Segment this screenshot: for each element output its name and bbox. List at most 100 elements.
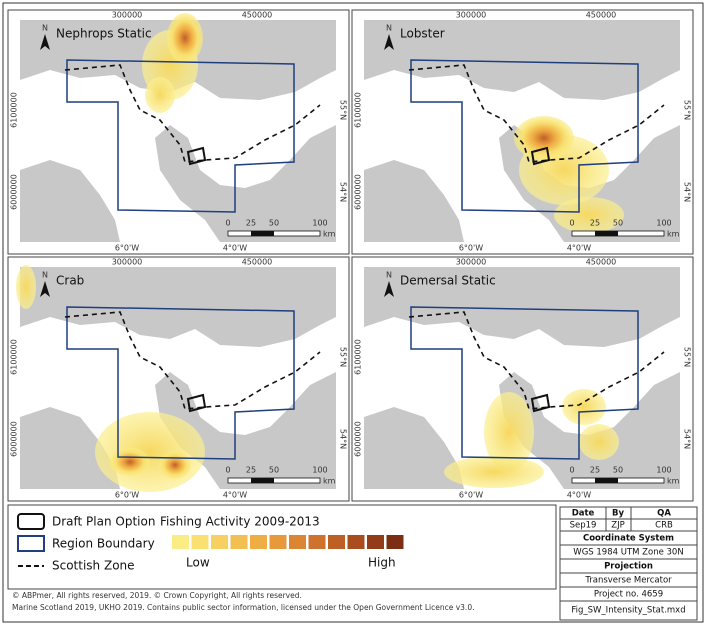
panel-title: Demersal Static bbox=[400, 274, 496, 288]
scale-label: 0 bbox=[569, 466, 574, 475]
draft-plan-option bbox=[186, 146, 207, 166]
top-tick: 450000 bbox=[242, 11, 273, 20]
heat-swatch bbox=[328, 535, 345, 549]
heat-low: Low bbox=[186, 556, 210, 570]
table-header: Date bbox=[572, 509, 595, 519]
heat-swatch bbox=[211, 535, 228, 549]
heat-swatch bbox=[269, 535, 287, 549]
map-panel: N Demersal Static 0 25 50 100 km 300000 450000 6°… bbox=[351, 256, 694, 502]
north-label: N bbox=[42, 24, 48, 33]
panel-title: Lobster bbox=[400, 27, 445, 41]
scale-label: 100 bbox=[312, 219, 327, 228]
land-ireland bbox=[364, 160, 464, 242]
heat-area bbox=[514, 116, 574, 160]
footer-text: Marine Scotland 2019, UKHO 2019. Contain… bbox=[12, 603, 474, 612]
scale-bar-fill bbox=[595, 231, 618, 236]
scale-label: 100 bbox=[656, 466, 671, 475]
heat-swatch bbox=[250, 535, 267, 549]
left-tick: 6100000 bbox=[354, 339, 363, 375]
panel-title: Nephrops Static bbox=[56, 27, 152, 41]
table-text: Fig_SW_Intensity_Stat.mxd bbox=[571, 606, 685, 616]
north-arrow bbox=[40, 34, 50, 50]
top-tick: 300000 bbox=[112, 11, 143, 20]
heat-area bbox=[554, 197, 624, 233]
heat-high: High bbox=[368, 556, 396, 570]
info-table bbox=[559, 506, 698, 621]
legend-box bbox=[7, 504, 557, 590]
north-label: N bbox=[42, 271, 48, 280]
top-tick: 300000 bbox=[456, 258, 487, 267]
scale-unit: km bbox=[323, 477, 336, 486]
top-tick: 300000 bbox=[456, 11, 487, 20]
legend-label: Draft Plan Option bbox=[52, 515, 155, 529]
left-tick: 6000000 bbox=[10, 421, 19, 457]
heat-area bbox=[159, 451, 191, 479]
land-ireland bbox=[364, 407, 464, 489]
panel-title: Crab bbox=[56, 274, 84, 288]
region-boundary bbox=[66, 59, 295, 213]
right-tick: 54°N bbox=[339, 182, 348, 202]
scale-label: 50 bbox=[269, 219, 279, 228]
heat-area bbox=[579, 424, 619, 460]
table-text: Projection bbox=[604, 562, 653, 572]
heat-area bbox=[167, 13, 203, 63]
scale-label: 25 bbox=[246, 466, 256, 475]
legend-label: Region Boundary bbox=[52, 537, 155, 551]
map-panel: N Nephrops Static 0 25 50 100 km 300000 450000 6°… bbox=[7, 9, 350, 255]
scale-label: 50 bbox=[269, 466, 279, 475]
right-tick: 55°N bbox=[683, 100, 692, 120]
scale-label: 50 bbox=[613, 219, 623, 228]
right-tick: 55°N bbox=[683, 347, 692, 367]
left-tick: 6100000 bbox=[10, 92, 19, 128]
table-text: Transverse Mercator bbox=[584, 576, 672, 586]
map: N Demersal Static 0 25 50 100 km bbox=[364, 267, 680, 489]
scale-bar-fill bbox=[251, 478, 274, 483]
heat-swatch bbox=[367, 535, 384, 549]
bottom-tick: 6°0'W bbox=[459, 244, 483, 253]
heat-swatch bbox=[172, 535, 189, 549]
heat-area bbox=[16, 265, 36, 309]
top-tick: 450000 bbox=[242, 258, 273, 267]
scale-bar-fill bbox=[251, 231, 274, 236]
right-tick: 54°N bbox=[683, 182, 692, 202]
region-boundary bbox=[410, 306, 639, 460]
bottom-tick: 4°0'W bbox=[567, 491, 591, 500]
scale-label: 25 bbox=[246, 219, 256, 228]
scale-unit: km bbox=[323, 230, 336, 239]
heat-swatch bbox=[289, 535, 306, 549]
legend-draft-swatch bbox=[17, 513, 45, 530]
heat-swatch bbox=[347, 535, 365, 549]
map: N Nephrops Static 0 25 50 100 km bbox=[20, 13, 336, 242]
draft-plan-option bbox=[530, 393, 551, 413]
draft-plan-option bbox=[530, 146, 551, 166]
table-header: QA bbox=[657, 509, 671, 519]
scale-unit: km bbox=[667, 230, 680, 239]
right-tick: 55°N bbox=[339, 100, 348, 120]
scale-bar-fill bbox=[595, 478, 618, 483]
bottom-tick: 6°0'W bbox=[115, 491, 139, 500]
table-header: By bbox=[612, 509, 624, 519]
right-tick: 54°N bbox=[339, 429, 348, 449]
heat-area bbox=[145, 77, 175, 113]
top-tick: 450000 bbox=[586, 258, 617, 267]
legend-label: Scottish Zone bbox=[52, 559, 135, 573]
heat-area bbox=[110, 448, 150, 476]
top-tick: 450000 bbox=[586, 11, 617, 20]
map-panel: N Lobster 0 25 50 100 km 300000 450000 6°0'W 4°0'W… bbox=[351, 9, 694, 255]
right-tick: 54°N bbox=[683, 429, 692, 449]
map-panel: N Crab 0 25 50 100 km 300000 450000 6°0'W 4°0'W 610… bbox=[7, 256, 350, 502]
table-value: CRB bbox=[655, 521, 673, 531]
map: N Crab 0 25 50 100 km bbox=[16, 265, 336, 492]
left-tick: 6000000 bbox=[354, 421, 363, 457]
north-label: N bbox=[386, 24, 392, 33]
heat-swatch bbox=[308, 535, 326, 549]
scale-label: 50 bbox=[613, 466, 623, 475]
table-value: ZJP bbox=[611, 521, 624, 531]
scale-label: 0 bbox=[225, 466, 230, 475]
scale-label: 25 bbox=[590, 466, 600, 475]
bottom-tick: 4°0'W bbox=[567, 244, 591, 253]
map: N Lobster 0 25 50 100 km bbox=[364, 20, 680, 242]
heat-area bbox=[444, 456, 544, 488]
top-tick: 300000 bbox=[112, 258, 143, 267]
north-label: N bbox=[386, 271, 392, 280]
